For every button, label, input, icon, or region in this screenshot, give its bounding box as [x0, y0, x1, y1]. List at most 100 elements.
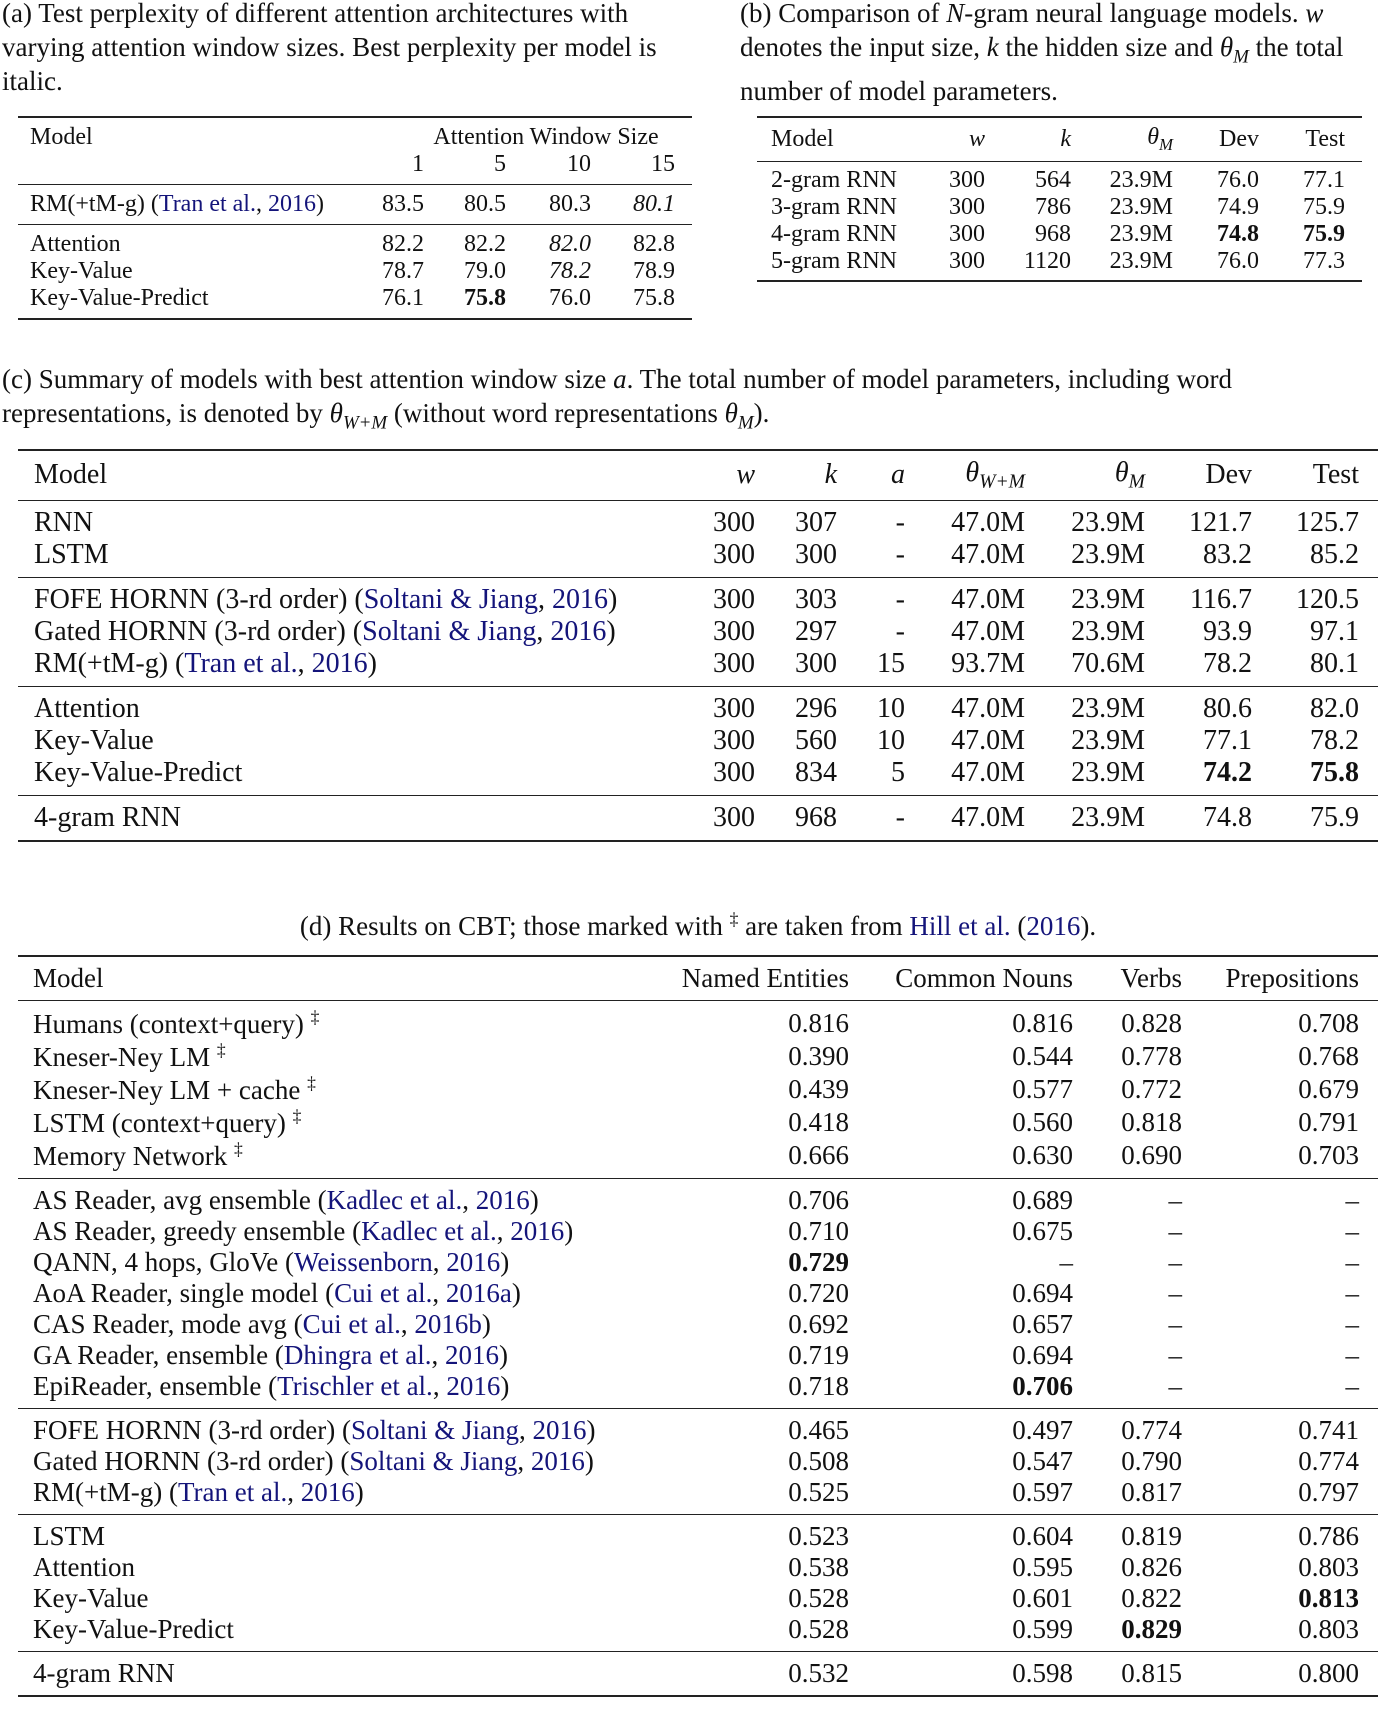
model-name: RM(+tM-g)	[34, 647, 169, 679]
value-cell: 0.675	[1012, 1216, 1073, 1246]
table-d-cbt-results: Model Named Entities Common Nouns Verbs Prep…	[18, 955, 1378, 1697]
table-row: Key-Value 0.528 0.601 0.822 0.813	[18, 1583, 1378, 1614]
value-cell: 786	[1035, 193, 1071, 220]
value-cell: 47.0M	[905, 794, 1025, 842]
citation-year-link[interactable]: 2016	[446, 1371, 501, 1401]
value-cell: 23.9M	[1109, 193, 1173, 220]
citation-year-link[interactable]: 2016	[510, 1216, 565, 1246]
header-row: Model Attention Window Size	[18, 116, 693, 151]
header-label: Test	[1305, 125, 1345, 152]
table-row: Attention 300 296 10 47.0M 23.9M 80.6 82.0	[18, 685, 1378, 725]
column-header: 5	[494, 151, 506, 177]
citation-year-link[interactable]: 2016	[445, 1340, 500, 1370]
citation-link[interactable]: Cui et al.	[302, 1309, 401, 1339]
citation-link[interactable]: Soltani & Jiang	[349, 1446, 518, 1476]
table-row: Memory Network ‡ 0.666 0.630 0.690 0.703	[18, 1139, 1378, 1179]
model-name: Gated HORNN (3-rd order)	[34, 615, 346, 647]
value-cell: 0.547	[1012, 1446, 1073, 1476]
column-header: 15	[651, 151, 676, 177]
model-cell: RNN	[18, 499, 690, 539]
table-row: Key-Value 300 560 10 47.0M 23.9M 77.1 78.2	[18, 725, 1378, 757]
citation-link[interactable]: Trischler et al.	[277, 1371, 433, 1401]
value-cell: 83.2	[1203, 538, 1252, 570]
citation-year-link[interactable]: 2016	[311, 647, 368, 679]
value-cell: 0.532	[640, 1651, 849, 1697]
value-cell: 0.718	[788, 1371, 849, 1401]
header-row: Model Named Entities Common Nouns Verbs Prep…	[18, 955, 1378, 1001]
citation-year-link[interactable]: 2016	[532, 1415, 587, 1445]
value-cell: 23.9M	[1109, 220, 1173, 247]
value-cell: 0.800	[1182, 1651, 1378, 1697]
value-cell: 23.9M	[1071, 756, 1145, 788]
value-cell: 78.9	[633, 258, 676, 284]
citation-year-link[interactable]: 2016	[446, 1247, 501, 1277]
table-row: LSTM (context+query) ‡ 0.418 0.560 0.818 0.7…	[18, 1106, 1378, 1139]
value-cell: 47.0M	[905, 499, 1025, 539]
model-name: 3-gram RNN	[771, 193, 897, 220]
value-cell: 75.8	[591, 285, 693, 320]
column-header: Test	[1259, 115, 1362, 162]
citation-link[interactable]: Soltani & Jiang	[363, 583, 538, 615]
value-cell: 0.817	[1121, 1477, 1182, 1507]
dagger-mark: ‡	[307, 1073, 316, 1093]
citation-link[interactable]: Soltani & Jiang	[350, 1415, 519, 1445]
table-row: Gated HORNN (3-rd order) (Soltani & Jian…	[18, 616, 1378, 648]
table-row: Key-Value-Predict 76.1 75.8 76.0 75.8	[18, 285, 693, 320]
model-name: Key-Value	[30, 258, 133, 284]
citation-year-link[interactable]: 2016	[475, 1185, 530, 1215]
model-name: Kneser-Ney LM + cache	[33, 1075, 301, 1105]
citation-year-link[interactable]: 2016b	[414, 1309, 482, 1339]
value-cell: 297	[795, 615, 837, 647]
citation-link[interactable]: Tran et al.	[184, 647, 298, 679]
value-cell: 0.528	[788, 1614, 849, 1644]
value-cell: 75.9	[1303, 193, 1345, 220]
value-cell: 75.9	[1303, 220, 1345, 247]
model-cell: Key-Value-Predict	[18, 757, 690, 796]
citation-link[interactable]: Tran et al.	[158, 191, 256, 217]
value-cell: –	[1168, 1340, 1183, 1370]
caption-d-text: (d) Results on CBT; those marked with	[299, 911, 730, 941]
value-cell: 47.0M	[905, 685, 1025, 725]
citation-year-link[interactable]: 2016	[550, 615, 607, 647]
citation-link[interactable]: Weissenborn	[294, 1247, 433, 1277]
value-cell: 0.706	[1012, 1371, 1073, 1401]
table-row: AS Reader, avg ensemble (Kadlec et al., …	[18, 1178, 1378, 1216]
citation-year-link[interactable]: 2016	[530, 1446, 585, 1476]
value-cell: 0.803	[1298, 1552, 1359, 1582]
value-cell: 307	[755, 499, 837, 539]
citation-link[interactable]: Kadlec et al.	[361, 1216, 497, 1246]
table-row: Kneser-Ney LM ‡ 0.390 0.544 0.778 0.768	[18, 1040, 1378, 1073]
citation-year-link[interactable]: 2016	[1026, 911, 1081, 941]
value-cell: 300	[690, 794, 755, 842]
value-cell: -	[837, 576, 905, 616]
citation-link[interactable]: Cui et al.	[334, 1278, 433, 1308]
model-cell: RM(+tM-g) (Tran et al., 2016)	[34, 647, 377, 679]
math-sub: M	[737, 412, 754, 434]
model-name: Memory Network	[33, 1141, 228, 1171]
value-cell: 0.694	[1012, 1340, 1073, 1370]
value-cell: 0.786	[1182, 1514, 1378, 1552]
table-row: FOFE HORNN (3-rd order) (Soltani & Jiang…	[18, 1408, 1378, 1446]
column-header: k	[755, 448, 837, 501]
model-name: Gated HORNN (3-rd order)	[33, 1446, 334, 1476]
value-cell: 300	[949, 220, 985, 247]
citation-link[interactable]: Dhingra et al.	[283, 1340, 432, 1370]
table-row: LSTM 300 300 - 47.0M 23.9M 83.2 85.2	[18, 539, 1378, 578]
value-cell: 0.708	[1182, 1000, 1378, 1040]
model-cell: FOFE HORNN (3-rd order) (Soltani & Jiang…	[18, 1408, 640, 1446]
table-row: 4-gram RNN 0.532 0.598 0.815 0.800	[18, 1651, 1378, 1697]
citation-link[interactable]: Hill et al.	[909, 911, 1011, 941]
value-cell: 300	[713, 538, 755, 570]
citation-link[interactable]: Soltani & Jiang	[362, 615, 537, 647]
value-cell: 0.497	[849, 1408, 1073, 1446]
citation-year-link[interactable]: 2016	[267, 191, 316, 217]
table-row: Key-Value-Predict 300 834 5 47.0M 23.9M 74.2 75…	[18, 757, 1378, 796]
value-cell: 968	[1035, 220, 1071, 247]
citation-year-link[interactable]: 2016a	[445, 1278, 512, 1308]
model-cell: Key-Value-Predict	[18, 285, 360, 320]
citation-link[interactable]: Kadlec et al.	[326, 1185, 463, 1215]
citation-link[interactable]: Tran et al.	[177, 1477, 288, 1507]
citation-year-link[interactable]: 2016	[300, 1477, 355, 1507]
column-header: Model	[18, 955, 640, 1001]
citation-year-link[interactable]: 2016	[551, 583, 608, 615]
